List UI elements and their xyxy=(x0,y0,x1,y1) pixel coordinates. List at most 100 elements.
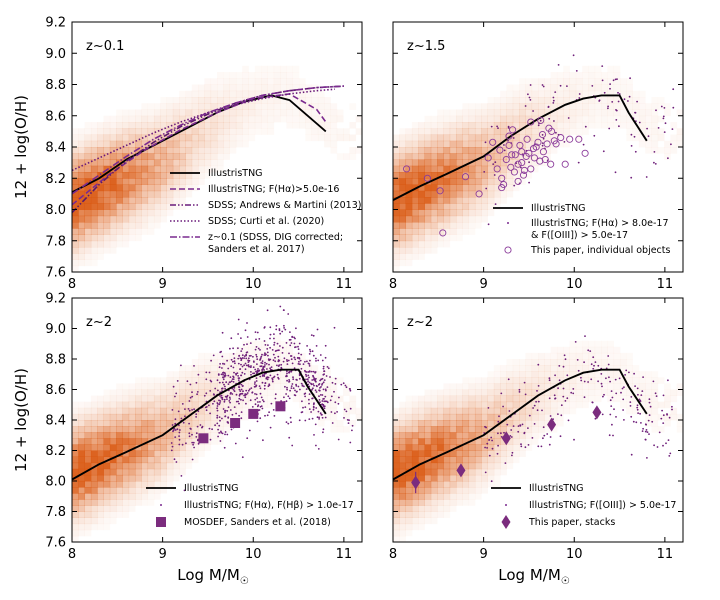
density-cell xyxy=(393,159,400,167)
density-cell xyxy=(556,78,564,85)
density-cell xyxy=(166,462,174,470)
galaxy-dot xyxy=(513,184,516,187)
density-cell xyxy=(153,450,161,457)
density-cell xyxy=(519,377,526,384)
density-cell xyxy=(418,134,425,142)
density-cell xyxy=(449,140,457,148)
density-cell xyxy=(638,383,646,390)
density-cell xyxy=(449,468,457,476)
density-cell xyxy=(544,377,552,384)
density-cell xyxy=(160,97,167,104)
galaxy-dot xyxy=(269,358,272,361)
density-cell xyxy=(399,536,406,543)
density-cell xyxy=(135,172,142,179)
galaxy-dot xyxy=(216,405,219,407)
density-cell xyxy=(443,109,451,117)
density-cell xyxy=(198,134,205,142)
galaxy-dot xyxy=(607,105,609,108)
galaxy-dot xyxy=(608,434,611,437)
galaxy-dot xyxy=(594,361,597,363)
density-cell xyxy=(632,389,640,396)
density-cell xyxy=(116,413,123,421)
density-cell xyxy=(223,115,231,123)
galaxy-dot xyxy=(567,117,570,119)
density-cell xyxy=(474,172,482,179)
galaxy-dot xyxy=(259,359,261,361)
density-cell xyxy=(317,122,325,129)
density-cell xyxy=(519,359,526,366)
galaxy-dot xyxy=(309,350,312,353)
density-cell xyxy=(607,352,615,360)
density-cell xyxy=(468,190,476,198)
density-cell xyxy=(620,402,627,409)
density-cell xyxy=(525,407,533,415)
density-cell xyxy=(312,91,319,98)
galaxy-dot xyxy=(321,416,324,419)
density-cell xyxy=(437,140,444,148)
galaxy-dot xyxy=(297,348,300,350)
density-cell xyxy=(462,228,470,235)
density-cell xyxy=(538,377,545,384)
density-cell xyxy=(72,153,79,160)
density-cell xyxy=(512,147,520,154)
object-marker xyxy=(484,154,492,162)
galaxy-dot xyxy=(266,376,269,379)
galaxy-dot xyxy=(608,127,611,130)
density-cell xyxy=(399,197,407,204)
density-cell xyxy=(468,481,476,488)
density-cell xyxy=(462,456,470,464)
density-cell xyxy=(305,90,312,98)
galaxy-dot xyxy=(318,416,320,419)
density-cell xyxy=(166,468,174,476)
galaxy-dot xyxy=(496,452,499,455)
galaxy-dot xyxy=(224,431,227,433)
density-cell xyxy=(582,352,589,360)
density-cell xyxy=(84,444,92,451)
galaxy-dot xyxy=(262,400,265,403)
density-cell xyxy=(474,122,482,129)
density-cell xyxy=(430,178,438,185)
density-cell xyxy=(160,456,167,464)
density-cell xyxy=(443,147,451,154)
density-cell xyxy=(430,184,438,192)
density-cell xyxy=(424,140,432,148)
panel-1: 8 9 10 117.67.88.08.28.48.68.89.09.2z~0.1Il… xyxy=(12,16,363,292)
galaxy-dot xyxy=(271,378,274,381)
density-cell xyxy=(292,97,300,104)
density-cell xyxy=(122,134,130,142)
density-cell xyxy=(443,228,451,235)
density-cell xyxy=(544,383,552,390)
density-cell xyxy=(109,395,117,403)
density-cell xyxy=(487,190,495,198)
galaxy-dot xyxy=(552,102,555,104)
density-cell xyxy=(122,395,130,403)
density-cell xyxy=(651,134,659,142)
galaxy-dot xyxy=(329,399,332,402)
density-cell xyxy=(424,499,432,506)
density-cell xyxy=(405,159,413,167)
density-cell xyxy=(204,128,212,135)
density-cell xyxy=(393,203,400,210)
density-cell xyxy=(179,109,186,117)
density-cell xyxy=(204,140,212,148)
density-cell xyxy=(406,396,413,403)
galaxy-dot xyxy=(232,366,235,369)
galaxy-dot xyxy=(185,442,187,445)
density-cell xyxy=(311,97,319,104)
density-cell xyxy=(399,401,407,409)
density-cell xyxy=(97,147,104,154)
density-cell xyxy=(122,512,129,519)
density-cell xyxy=(443,383,450,390)
density-cell xyxy=(97,468,104,476)
density-cell xyxy=(84,426,92,433)
galaxy-dot xyxy=(274,393,277,396)
density-cell xyxy=(582,66,589,73)
density-cell xyxy=(97,165,104,173)
density-cell xyxy=(575,103,583,110)
density-cell xyxy=(437,197,444,204)
density-cell xyxy=(72,456,79,464)
density-cell xyxy=(474,383,482,390)
density-cell xyxy=(614,347,621,354)
density-cell xyxy=(399,505,407,512)
density-cell xyxy=(582,346,589,354)
